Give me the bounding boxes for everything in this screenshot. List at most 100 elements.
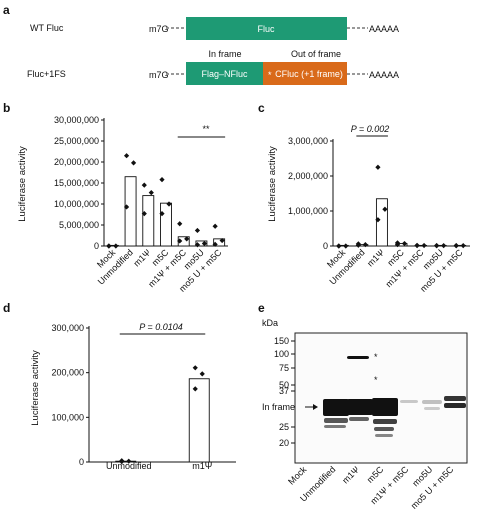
blot-band	[324, 425, 346, 428]
marker-label: 25	[279, 422, 289, 432]
cfluc-label: CFluc (+1 frame)	[275, 69, 343, 79]
d-y-tick-label: 100,000	[51, 412, 84, 422]
marker-label: 100	[274, 349, 289, 359]
panel-label-c: c	[258, 101, 265, 115]
b-bar	[142, 195, 155, 247]
c-y-tick-label: 2,000,000	[288, 171, 328, 181]
in-frame-label: In frame	[262, 402, 295, 412]
d-bar	[115, 460, 137, 463]
in-frame-arrowhead	[313, 404, 318, 410]
c-data-point	[460, 243, 466, 249]
panel-a: a WT Fluc m7G Fluc AAAAA In frame Out of…	[3, 3, 399, 85]
marker-label: 75	[279, 363, 289, 373]
blot-band	[444, 396, 466, 401]
b-data-point	[166, 201, 172, 207]
b-data-point	[148, 190, 154, 196]
in-frame-header: In frame	[208, 49, 241, 59]
b-y-tick-label: 15,000,000	[54, 178, 99, 188]
c-data-point	[382, 206, 388, 212]
panel-label-b: b	[3, 101, 10, 115]
b-data-point	[141, 211, 147, 217]
panel-e-blot: e kDa In frame * * 1501007550372520MockU…	[258, 301, 468, 511]
c-data-point	[343, 243, 349, 249]
b-data-point	[219, 237, 225, 244]
d-y-tick-label: 0	[79, 457, 84, 467]
blot-band	[349, 417, 369, 421]
panel-c-chart: c Luciferase activity P = 0.002 0 1,000,0…	[258, 101, 470, 294]
lane-label: Mock	[286, 464, 309, 487]
b-data-point	[184, 236, 190, 242]
d-data-point	[192, 386, 198, 392]
cap-label-fs: m7G	[149, 70, 169, 80]
b-data-point	[106, 243, 112, 249]
y-axis-label-b: Luciferase activity	[17, 146, 28, 222]
blot-band	[373, 419, 397, 424]
d-x-tick-label: Unmodified	[106, 461, 152, 471]
b-data-point	[130, 160, 137, 166]
panel-d-chart: d Luciferase activity P = 0.0104 0 100,00…	[3, 301, 236, 471]
fs-construct-label: Fluc+1FS	[27, 69, 66, 79]
c-data-point	[362, 242, 368, 248]
b-data-point	[194, 227, 201, 234]
fluc-box-label: Fluc	[257, 24, 275, 34]
y-axis-label-d: Luciferase activity	[30, 350, 41, 426]
b-bar	[213, 238, 226, 247]
b-data-point	[113, 243, 119, 249]
c-data-point	[453, 243, 459, 249]
b-bar	[160, 202, 172, 247]
panel-b-chart: b Luciferase activity ** 0 5,000,000 10,00…	[3, 101, 228, 294]
blot-band	[375, 434, 393, 437]
marker-label: 150	[274, 336, 289, 346]
b-y-tick-label: 0	[94, 241, 99, 251]
blot-band	[323, 399, 349, 416]
d-data-point	[199, 371, 205, 377]
b-data-point	[141, 182, 147, 188]
marker-label: 20	[279, 438, 289, 448]
marker-label: 50	[279, 380, 289, 390]
c-data-point	[421, 242, 427, 249]
b-y-tick-label: 30,000,000	[54, 115, 99, 125]
significance-b: **	[202, 124, 210, 134]
panel-label-a: a	[3, 3, 10, 17]
c-data-point	[434, 243, 440, 249]
panel-label-e: e	[258, 301, 265, 315]
frameshift-star: *	[268, 70, 272, 80]
panel-label-d: d	[3, 301, 10, 315]
b-data-point	[177, 238, 183, 244]
blot-band	[374, 427, 394, 431]
flag-nfluc-box	[186, 62, 263, 85]
lane-label: m5C	[365, 464, 386, 485]
c-bar	[375, 198, 388, 247]
blot-band	[400, 400, 418, 403]
band-star-2: *	[374, 375, 378, 385]
b-data-point	[194, 242, 201, 248]
polya-wt: AAAAA	[369, 24, 399, 34]
polya-fs: AAAAA	[369, 70, 399, 80]
lane-label: m1Ψ	[340, 464, 361, 485]
b-data-point	[212, 223, 218, 229]
fluc-box	[186, 17, 347, 40]
b-data-point	[201, 240, 208, 247]
out-of-frame-header: Out of frame	[291, 49, 341, 59]
cfluc-box	[263, 62, 347, 85]
b-data-point	[123, 153, 130, 159]
c-data-point	[394, 242, 401, 248]
kda-label: kDa	[262, 318, 278, 328]
b-y-tick-label: 10,000,000	[54, 199, 99, 209]
c-data-point	[375, 217, 381, 223]
marker-label: 37	[279, 386, 289, 396]
blot-band	[422, 400, 442, 404]
d-data-point	[192, 365, 198, 371]
pvalue-d: P = 0.0104	[139, 322, 182, 332]
d-data-point	[126, 458, 132, 464]
c-y-tick-label: 3,000,000	[288, 136, 328, 146]
c-data-point	[336, 243, 342, 249]
d-x-tick-label: m1Ψ	[192, 461, 212, 471]
b-data-point	[123, 204, 130, 210]
d-data-point	[119, 458, 125, 465]
b-y-tick-label: 20,000,000	[54, 157, 99, 167]
c-data-point	[441, 243, 447, 249]
c-data-point	[414, 243, 420, 249]
d-y-tick-label: 200,000	[51, 368, 84, 378]
c-x-tick-label: m1Ψ	[365, 247, 386, 268]
